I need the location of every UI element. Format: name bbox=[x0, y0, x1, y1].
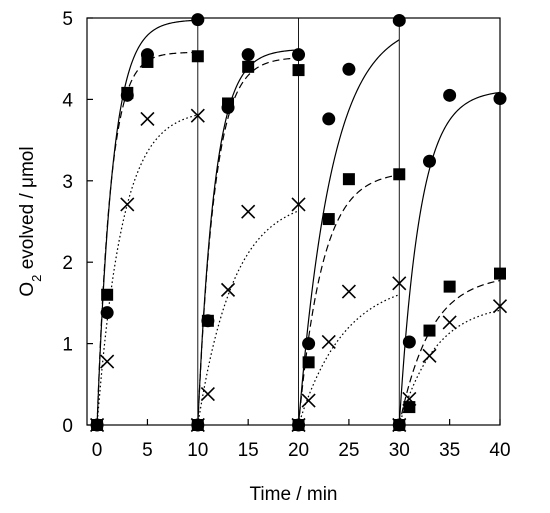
data-point-square bbox=[222, 97, 235, 110]
x-tick-label: 10 bbox=[187, 440, 208, 461]
x-axis-title: Time / min bbox=[250, 484, 338, 505]
data-point-cross bbox=[190, 108, 205, 123]
data-point-square bbox=[121, 86, 134, 99]
y-tick-label: 0 bbox=[62, 416, 73, 437]
data-point-circle bbox=[493, 92, 507, 106]
data-point-square bbox=[302, 356, 315, 369]
data-point-circle bbox=[302, 337, 316, 351]
y-tick-label: 5 bbox=[62, 9, 73, 30]
data-point-circle bbox=[422, 154, 436, 168]
fit-curve-square bbox=[398, 279, 501, 426]
x-tick-label: 30 bbox=[389, 440, 410, 461]
data-point-cross bbox=[442, 315, 457, 330]
data-point-square bbox=[141, 55, 154, 68]
data-point-circle bbox=[402, 335, 416, 349]
fit-curve-circle bbox=[96, 19, 198, 426]
y-axis-title: O2 evolved / μmol bbox=[17, 146, 44, 296]
fit-curve-circle bbox=[197, 49, 299, 426]
data-point-cross bbox=[241, 204, 256, 219]
data-point-cross bbox=[200, 387, 215, 402]
data-point-cross bbox=[492, 299, 508, 314]
data-markers bbox=[90, 13, 508, 433]
data-point-cross bbox=[392, 276, 407, 291]
fit-curve-cross bbox=[197, 210, 299, 426]
data-point-square bbox=[242, 60, 255, 73]
data-point-circle bbox=[392, 13, 406, 27]
data-point-circle bbox=[191, 13, 205, 27]
data-point-cross bbox=[321, 334, 336, 350]
data-point-circle bbox=[241, 48, 255, 62]
data-point-circle bbox=[342, 62, 356, 76]
data-point-cross bbox=[422, 348, 437, 363]
data-point-square bbox=[201, 314, 214, 327]
data-point-cross bbox=[291, 197, 306, 212]
cycle-boundary-lines bbox=[197, 18, 400, 425]
x-tick-label: 15 bbox=[238, 440, 259, 461]
data-point-square bbox=[191, 50, 204, 63]
data-point-cross bbox=[220, 282, 236, 297]
data-point-circle bbox=[292, 48, 306, 62]
x-tick-label: 35 bbox=[439, 440, 460, 461]
data-point-circle bbox=[443, 88, 457, 102]
data-point-circle bbox=[100, 306, 114, 320]
x-axis-ticks: 0 5 10 15 20 25 30 35 40 bbox=[92, 419, 511, 461]
data-point-cross bbox=[402, 391, 417, 407]
data-point-square bbox=[443, 280, 456, 293]
fit-curve-square bbox=[297, 174, 400, 426]
x-tick-label: 25 bbox=[338, 440, 359, 461]
fit-curve-square bbox=[197, 57, 299, 426]
fit-curve-circle bbox=[297, 39, 400, 426]
x-tick-label: 40 bbox=[489, 440, 510, 461]
data-point-square bbox=[322, 213, 335, 226]
data-point-square bbox=[423, 324, 436, 337]
data-point-square bbox=[292, 64, 305, 77]
data-point-square bbox=[494, 267, 506, 280]
data-point-circle bbox=[322, 112, 336, 126]
data-point-cross bbox=[100, 354, 115, 369]
data-point-square bbox=[342, 173, 355, 186]
data-point-cross bbox=[140, 111, 155, 127]
data-point-square bbox=[403, 401, 416, 414]
data-point-cross bbox=[120, 197, 135, 212]
data-point-cross bbox=[341, 284, 356, 299]
plot-frame bbox=[86, 17, 501, 426]
fit-curve-square bbox=[96, 51, 198, 426]
y-tick-label: 4 bbox=[62, 90, 73, 111]
data-point-square bbox=[393, 168, 406, 181]
y-tick-label: 2 bbox=[62, 253, 73, 274]
fit-curve-cross bbox=[398, 309, 501, 426]
x-tick-label: 20 bbox=[288, 440, 309, 461]
y-axis-ticks: 0 1 2 3 4 5 bbox=[62, 9, 93, 437]
data-point-square bbox=[101, 288, 114, 301]
x-tick-label: 0 bbox=[92, 440, 103, 461]
fit-curve-cross bbox=[96, 114, 198, 426]
y-tick-label: 3 bbox=[62, 172, 73, 193]
x-tick-label: 5 bbox=[142, 440, 153, 461]
y-tick-label: 1 bbox=[62, 335, 73, 356]
data-point-cross bbox=[301, 393, 316, 408]
fit-curve-circle bbox=[398, 91, 501, 426]
